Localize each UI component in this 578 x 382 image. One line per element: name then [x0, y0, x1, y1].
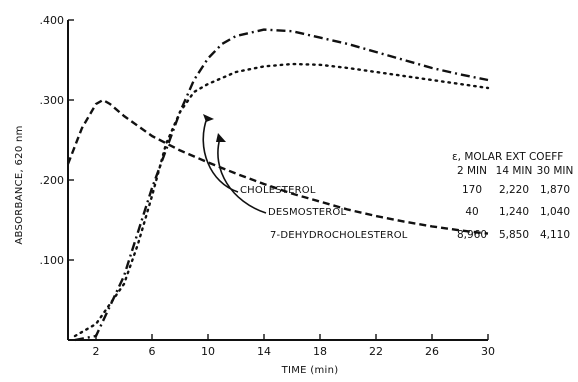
x-tick-label: 6 — [149, 345, 156, 358]
series-line-cholesterol — [74, 28, 489, 342]
table-cell: 8,960 — [457, 229, 487, 241]
arrow-cholesterol — [202, 117, 239, 193]
table-header-30min: 30 MIN — [537, 165, 574, 177]
table-cell: 40 — [465, 206, 478, 218]
table-cell: 5,850 — [499, 229, 529, 241]
arrow-desmosterol — [217, 137, 267, 214]
x-tick-label: 30 — [481, 345, 495, 358]
x-tick-label: 10 — [201, 345, 215, 358]
y-tick-label: .200 — [40, 174, 65, 187]
x-tick-label: 18 — [313, 345, 327, 358]
table-cell: 1,040 — [540, 206, 570, 218]
table-cell: 1,870 — [540, 184, 570, 196]
table-cell: 170 — [462, 184, 482, 196]
label-arrows — [202, 114, 267, 214]
table-title: ε, MOLAR EXT COEFF — [452, 151, 563, 163]
x-tick-label: 2 — [93, 345, 100, 358]
y-tick-label: .100 — [40, 254, 65, 267]
axes — [67, 20, 488, 341]
table-cell: 2,220 — [499, 184, 529, 196]
x-tick-label: 22 — [369, 345, 383, 358]
coefficient-table: ε, MOLAR EXT COEFF 2 MIN 14 MIN 30 MIN C… — [240, 151, 573, 241]
series-label-7-dehydrocholesterol: 7-DEHYDROCHOLESTEROL — [270, 230, 408, 241]
x-axis-title: TIME (min) — [281, 365, 339, 376]
series-label-desmosterol: DESMOSTEROL — [268, 207, 346, 218]
series-line-7-dehydrocholesterol — [66, 98, 489, 235]
x-tick-label: 14 — [257, 345, 271, 358]
arrow-desmosterol-head — [216, 133, 226, 142]
ticks: 2 6 10 14 18 22 26 30.100.200.300.400 — [40, 14, 496, 358]
y-tick-label: .300 — [40, 94, 65, 107]
table-header-2min: 2 MIN — [457, 165, 487, 177]
table-cell: 4,110 — [540, 229, 570, 241]
table-header-14min: 14 MIN — [496, 165, 533, 177]
x-tick-label: 26 — [425, 345, 439, 358]
y-axis-title: ABSORBANCE, 620 nm — [14, 125, 25, 244]
series-line-desmosterol — [73, 62, 490, 338]
y-tick-label: .400 — [40, 14, 65, 27]
series-group — [66, 28, 490, 342]
table-cell: 1,240 — [499, 206, 529, 218]
series-label-cholesterol: CHOLESTEROL — [240, 185, 316, 196]
arrow-cholesterol-head — [203, 114, 214, 122]
